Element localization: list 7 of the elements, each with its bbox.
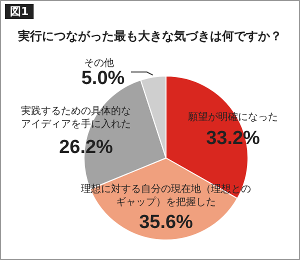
slice-label: 願望が明確になった (188, 111, 278, 123)
data-label: 5.0% (81, 68, 125, 89)
slice-label: 実践するための具体的なアイディアを手に入れた (21, 105, 131, 130)
caption: 図1 (10, 5, 29, 18)
slice-label: その他 (84, 57, 114, 69)
chart-title: 実行につながった最も大きな気づきは何ですか？ (17, 29, 282, 43)
data-label: 35.6% (139, 212, 194, 233)
